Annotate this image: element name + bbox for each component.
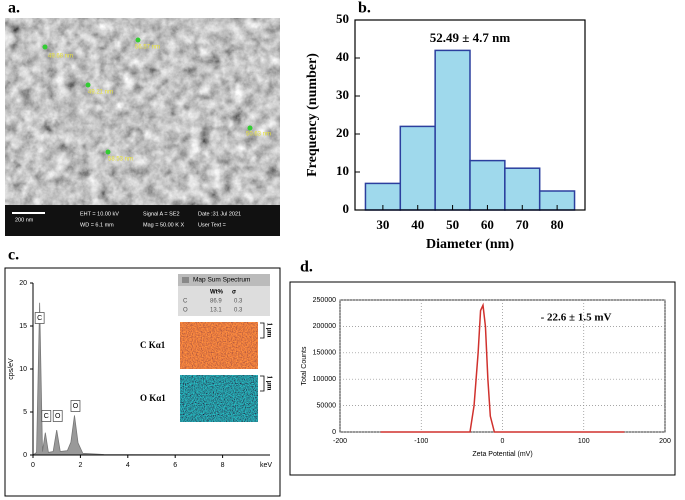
y-tick-label: 10: [336, 163, 349, 178]
element-map: [180, 322, 258, 369]
map-scale-label: 1 μm: [265, 322, 273, 337]
x-tick-label: -100: [414, 438, 428, 445]
y-tick-label: 250000: [313, 297, 336, 304]
inset-header: [178, 274, 270, 286]
y-tick-label: 100000: [313, 376, 336, 383]
peak-label: C: [37, 315, 42, 322]
sem-info: EHT = 10.00 kV: [80, 211, 119, 217]
scale-text: 200 nm: [15, 217, 34, 223]
peak-label-box: [34, 312, 45, 324]
measurement: 49.21 nm: [88, 90, 113, 96]
y-axis-label: Total Counts: [301, 346, 308, 385]
sem-info: Mag = 50.00 K X: [143, 222, 184, 228]
peak-label-box: [41, 410, 52, 422]
inset-title: Map Sum Spectrum: [193, 277, 250, 284]
peak-label: O: [73, 403, 79, 410]
measurement: 50.63 nm: [246, 132, 271, 138]
y-tick-label: 50000: [317, 402, 337, 409]
table-cell: 13.1: [210, 308, 222, 314]
measurement: 49.68 nm: [48, 54, 73, 60]
table-cell: 0.3: [234, 299, 243, 305]
x-tick-label: 60: [481, 217, 494, 232]
table-cell: 86.9: [210, 299, 222, 305]
measurement: 56.57 nm: [135, 45, 160, 51]
measurement: 58.53 nm: [108, 157, 133, 163]
x-tick-label: 0: [31, 462, 35, 469]
sem-info: WD = 6.1 mm: [80, 222, 114, 228]
y-tick-label: 20: [336, 125, 349, 140]
x-tick-label: 6: [173, 462, 177, 469]
y-tick-label: 50: [336, 11, 349, 26]
x-tick-label: 50: [446, 217, 459, 232]
peak-label-box: [52, 410, 63, 422]
y-axis-label: cps/eV: [8, 358, 15, 380]
bar: [399, 125, 436, 211]
x-tick-label: -200: [333, 438, 347, 445]
bar: [434, 49, 471, 211]
table-header: Wt%: [210, 290, 224, 296]
y-axis-label: Frequency (number): [305, 53, 320, 177]
y-tick-label: 5: [23, 409, 27, 416]
panel-label: a.: [8, 0, 20, 17]
y-tick-label: 30: [336, 87, 349, 102]
x-tick-label: 8: [221, 462, 225, 469]
x-tick-label: 80: [551, 217, 564, 232]
y-tick-label: 15: [19, 323, 27, 330]
panel-label: c.: [8, 247, 19, 264]
y-tick-label: 0: [332, 429, 336, 436]
panel-frame: [289, 281, 676, 476]
panel-label: d.: [300, 259, 313, 276]
map-label: C Kα1: [140, 340, 166, 350]
map-scale: [260, 375, 265, 392]
sem-info-bar: [5, 205, 280, 236]
line: [380, 302, 625, 433]
panel-frame: [4, 267, 281, 497]
x-tick-label: 70: [516, 217, 529, 232]
inset-table: [178, 286, 270, 316]
y-tick-label: 40: [336, 49, 349, 64]
element-map: [180, 375, 258, 422]
y-tick-label: 20: [19, 280, 27, 287]
x-axis-label: keV: [260, 462, 272, 469]
x-tick-label: 200: [659, 438, 671, 445]
bar: [504, 167, 541, 211]
sem-image: [5, 18, 280, 236]
panel-label: b.: [358, 0, 371, 17]
y-tick-label: 0: [23, 452, 27, 459]
inset-swatch: [182, 277, 189, 283]
bar: [469, 159, 506, 211]
x-tick-label: 4: [126, 462, 130, 469]
x-tick-label: 100: [578, 438, 590, 445]
peak-label: C: [44, 413, 49, 420]
y-tick-label: 0: [343, 201, 350, 216]
x-axis-label: Zeta Potential (mV): [472, 451, 532, 458]
sem-info: User Text =: [198, 222, 226, 228]
y-tick-label: 150000: [313, 350, 336, 357]
x-tick-label: 0: [501, 438, 505, 445]
annotation: 52.49 ± 4.7 nm: [430, 30, 511, 45]
sem-info: Date :31 Jul 2021: [198, 211, 241, 217]
table-header: σ: [232, 290, 236, 296]
map-scale-label: 1 μm: [265, 375, 273, 390]
x-tick-label: 40: [411, 217, 424, 232]
plot-frame: [354, 19, 586, 211]
map-scale: [260, 322, 265, 339]
y-tick-label: 200000: [313, 323, 336, 330]
annotation: - 22.6 ± 1.5 mV: [541, 312, 612, 324]
table-cell: C: [183, 299, 188, 305]
peak-label-box: [70, 400, 81, 412]
peak-label: O: [55, 413, 61, 420]
y-tick-label: 10: [19, 366, 27, 373]
table-cell: 0.3: [234, 308, 243, 314]
x-tick-label: 30: [376, 217, 389, 232]
table-cell: O: [183, 308, 188, 314]
sem-info: Signal A = SE2: [143, 211, 180, 217]
x-tick-label: 2: [78, 462, 82, 469]
map-label: O Kα1: [140, 393, 166, 403]
x-axis-label: Diameter (nm): [426, 237, 514, 252]
spectrum: [31, 302, 271, 456]
